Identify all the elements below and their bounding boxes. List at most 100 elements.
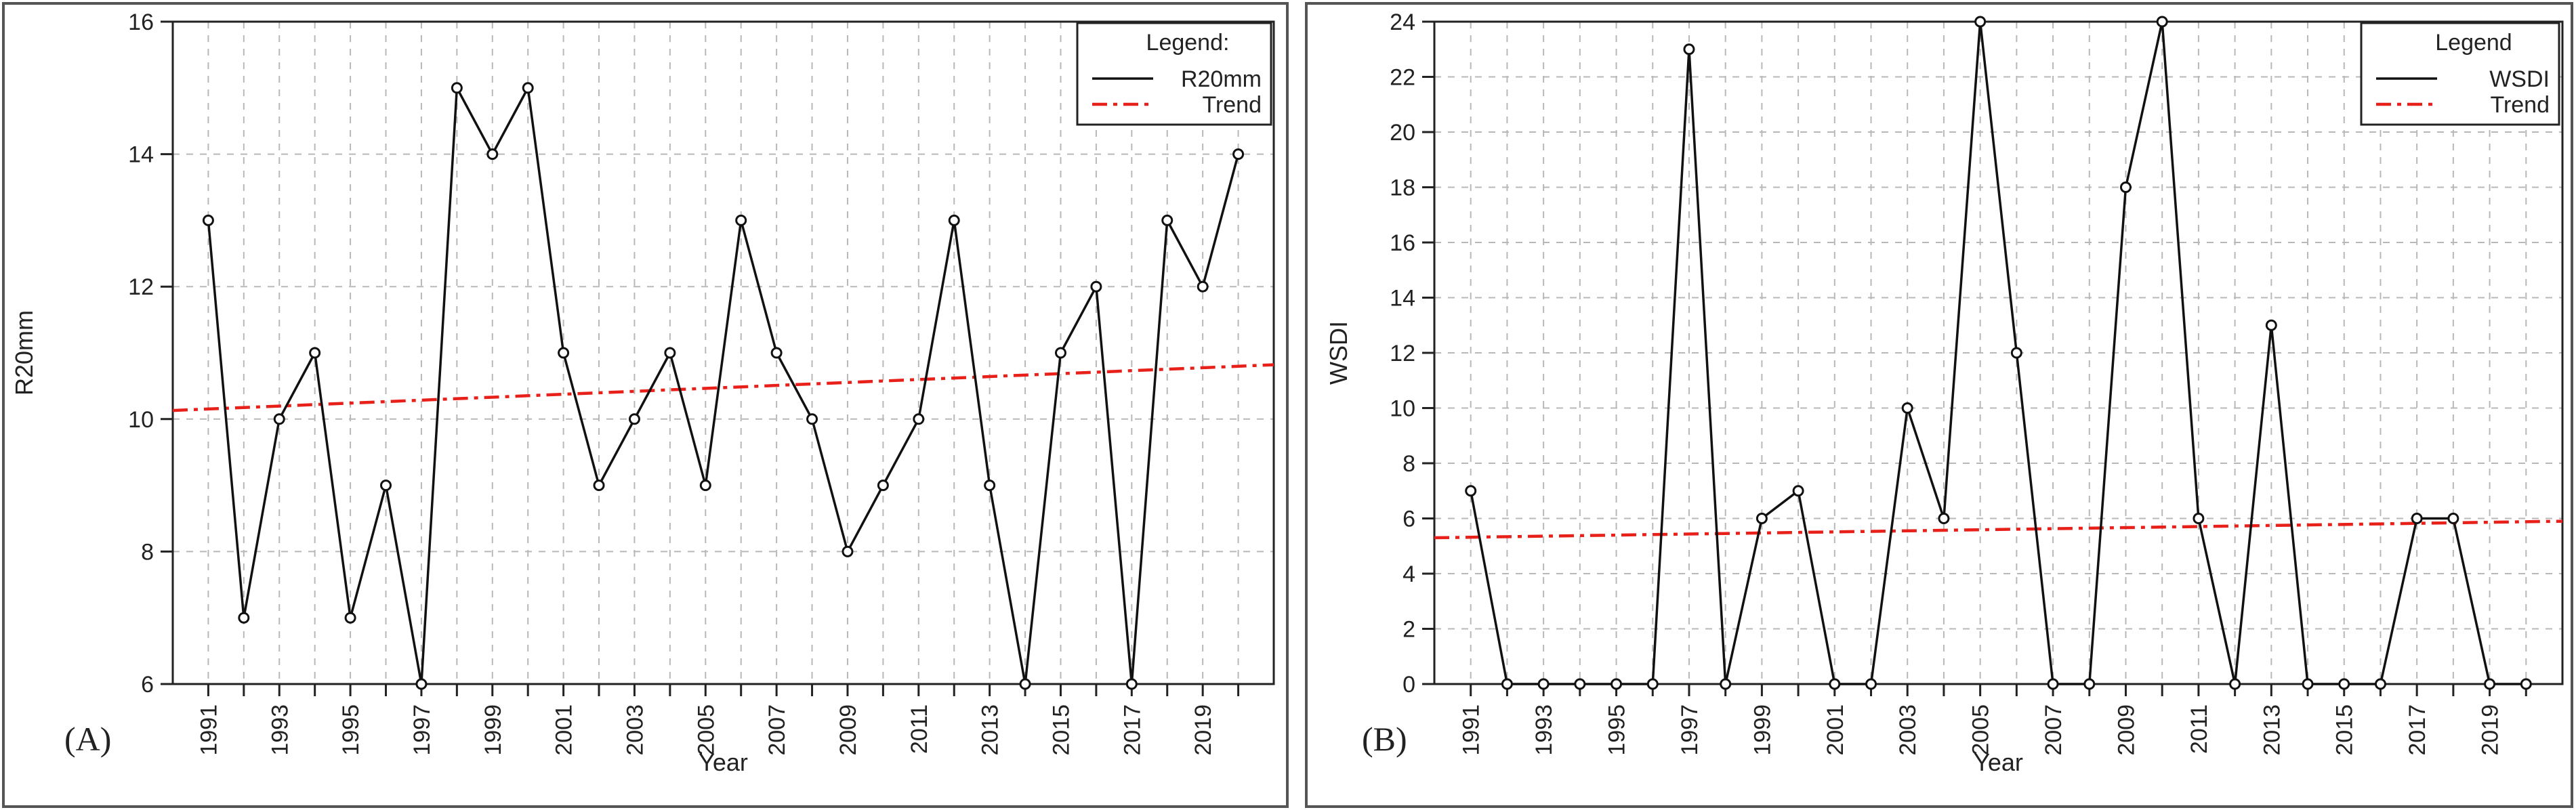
trend-line bbox=[1434, 519, 2563, 540]
series-line-wsdi bbox=[1469, 21, 2527, 685]
x-tick-label: 2013 bbox=[978, 704, 1003, 756]
data-point bbox=[2302, 678, 2314, 690]
data-point bbox=[2119, 182, 2132, 193]
data-point bbox=[1574, 678, 1586, 690]
legend-box bbox=[1076, 22, 1272, 126]
data-point bbox=[2083, 678, 2096, 690]
data-point bbox=[1792, 485, 1804, 497]
plot-area bbox=[171, 20, 1275, 685]
legend-entry-series: WSDI bbox=[2489, 66, 2550, 92]
x-tick-label: 1999 bbox=[1749, 704, 1775, 756]
x-tick-label: 2005 bbox=[1968, 704, 1994, 756]
data-point bbox=[984, 479, 996, 492]
x-tick-label: 2017 bbox=[2405, 704, 2430, 756]
data-point bbox=[2484, 678, 2496, 690]
data-point bbox=[770, 347, 783, 359]
y-tick-label: 24 bbox=[1390, 9, 1415, 35]
data-point bbox=[2374, 678, 2386, 690]
x-tick-label: 1993 bbox=[1531, 704, 1557, 756]
y-tick-label: 0 bbox=[1403, 672, 1415, 698]
y-tick-label: 6 bbox=[141, 672, 154, 698]
data-point bbox=[2520, 678, 2532, 690]
y-tick-label: 8 bbox=[1403, 451, 1415, 477]
data-point bbox=[842, 545, 854, 557]
y-tick-label: 14 bbox=[1390, 286, 1415, 312]
x-tick-label: 1997 bbox=[1677, 704, 1703, 756]
data-point bbox=[1019, 678, 1031, 690]
x-tick-label: 1995 bbox=[1604, 704, 1630, 756]
y-tick-label: 4 bbox=[1403, 561, 1415, 587]
data-point bbox=[1125, 678, 1138, 690]
data-point bbox=[806, 413, 818, 425]
data-point bbox=[1501, 678, 1513, 690]
x-tick-label: 2019 bbox=[1190, 704, 1216, 756]
data-point bbox=[1829, 678, 1841, 690]
data-point bbox=[273, 413, 285, 425]
x-tick-label: 2011 bbox=[2186, 704, 2212, 754]
y-tick-label: 2 bbox=[1403, 617, 1415, 643]
data-point bbox=[664, 347, 676, 359]
data-point bbox=[1974, 16, 1987, 28]
x-tick-label: 2009 bbox=[2113, 704, 2139, 756]
y-tick-label: 10 bbox=[1390, 396, 1415, 422]
y-tick-label: 16 bbox=[128, 9, 154, 35]
x-tick-label: 1993 bbox=[267, 704, 293, 756]
x-tick-label: 1999 bbox=[480, 704, 506, 756]
trend-line bbox=[172, 363, 1274, 412]
x-axis-label: Year bbox=[1974, 748, 2023, 776]
data-point bbox=[1232, 148, 1245, 161]
y-tick-label: 20 bbox=[1390, 120, 1415, 146]
x-tick-label: 2011 bbox=[907, 704, 932, 754]
chart-panel-a: 6 8 10 12 14 16 1991 1993 1995 1997 1999 2001 2003 20… bbox=[2, 2, 1289, 808]
data-point bbox=[913, 413, 925, 425]
data-point bbox=[877, 479, 889, 492]
data-point bbox=[2447, 513, 2459, 524]
data-point bbox=[1537, 678, 1550, 690]
data-point bbox=[628, 413, 640, 425]
data-point bbox=[1161, 214, 1173, 226]
data-point bbox=[1090, 280, 1102, 293]
y-tick-label: 12 bbox=[1390, 341, 1415, 366]
x-tick-label: 2015 bbox=[1048, 704, 1074, 756]
x-tick-label: 2001 bbox=[552, 704, 577, 756]
panel-frame bbox=[2, 2, 1289, 808]
data-point bbox=[1865, 678, 1877, 690]
data-point bbox=[2411, 513, 2423, 524]
legend-entry-trend: Trend bbox=[2490, 92, 2550, 118]
data-point bbox=[1683, 43, 1695, 56]
x-tick-label: 1991 bbox=[1459, 704, 1484, 756]
legend-title: Legend bbox=[2435, 30, 2512, 56]
data-point bbox=[2010, 347, 2022, 359]
legend-title: Legend: bbox=[1146, 30, 1230, 56]
y-tick-label: 12 bbox=[128, 274, 154, 300]
y-tick-label: 10 bbox=[128, 407, 154, 433]
panel-frame bbox=[1305, 2, 2573, 808]
x-tick-label: 2007 bbox=[764, 704, 790, 756]
legend-entry-series: R20mm bbox=[1181, 66, 1262, 92]
data-point bbox=[593, 479, 605, 492]
data-point bbox=[486, 148, 499, 161]
legend-entry-trend: Trend bbox=[1202, 92, 1262, 118]
data-point bbox=[1720, 678, 1732, 690]
x-tick-label: 2009 bbox=[835, 704, 861, 756]
y-axis-label: WSDI bbox=[1325, 321, 1352, 385]
data-point bbox=[344, 612, 356, 624]
y-tick-label: 22 bbox=[1390, 65, 1415, 91]
data-point bbox=[1938, 513, 1950, 524]
data-point bbox=[451, 82, 463, 94]
x-tick-label: 2015 bbox=[2332, 704, 2358, 756]
x-tick-label: 2017 bbox=[1119, 704, 1145, 756]
x-tick-label: 1991 bbox=[196, 704, 222, 756]
panel-label: (B) bbox=[1362, 720, 1407, 758]
data-point bbox=[1901, 402, 1913, 414]
data-point bbox=[1611, 678, 1623, 690]
data-point bbox=[2265, 319, 2277, 331]
data-point bbox=[380, 479, 392, 492]
x-axis-label: Year bbox=[699, 748, 748, 776]
data-point bbox=[1054, 347, 1066, 359]
data-point bbox=[238, 612, 250, 624]
